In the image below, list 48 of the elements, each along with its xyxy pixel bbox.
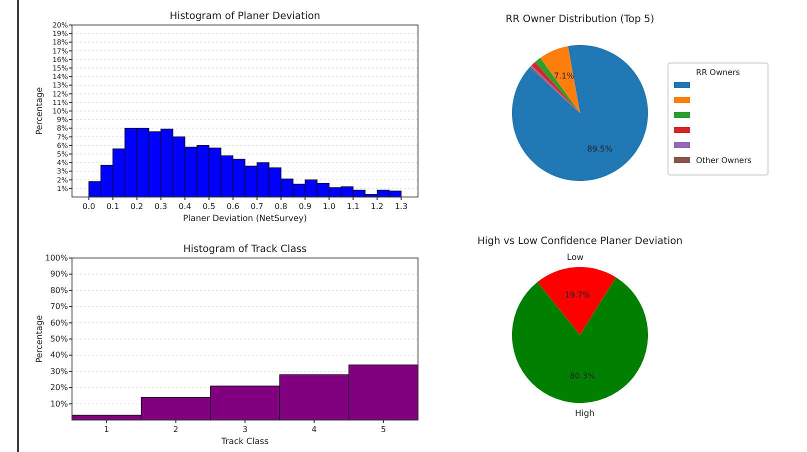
y-tick-label: 20% <box>50 383 68 392</box>
chart-title: RR Owner Distribution (Top 5) <box>506 14 654 25</box>
chart-title: High vs Low Confidence Planer Deviation <box>477 236 683 247</box>
x-axis-title: Planer Deviation (NetSurvey) <box>183 214 307 224</box>
y-tick-label: 90% <box>50 270 68 279</box>
x-tick-label: 0.6 <box>226 202 240 211</box>
y-axis-title: Percentage <box>35 315 45 363</box>
x-tick-label: 0.7 <box>250 202 264 211</box>
pie-slice <box>512 277 648 403</box>
data-label: 89.5% <box>587 144 613 154</box>
x-tick-label: 0.1 <box>106 202 120 211</box>
x-tick-label: 4 <box>312 425 317 434</box>
x-tick-label: 0.4 <box>178 202 192 211</box>
x-tick-label: 0.0 <box>82 202 96 211</box>
pie-slice <box>512 45 648 181</box>
y-tick-label: 10% <box>50 399 68 408</box>
y-tick-label: 100% <box>45 254 68 262</box>
x-tick-label: 1.2 <box>370 202 384 211</box>
chart-title: Histogram of Planer Deviation <box>170 11 320 22</box>
legend-label: Other Owners <box>696 156 752 165</box>
x-tick-label: 0.9 <box>298 202 312 211</box>
slice-label: Low <box>566 252 584 263</box>
x-tick-label: 0.8 <box>274 202 288 211</box>
y-tick-label: 50% <box>50 334 68 344</box>
x-tick-label: 2 <box>173 425 178 434</box>
y-tick-label: 60% <box>50 318 68 328</box>
chart-title: Histogram of Track Class <box>183 244 307 255</box>
x-tick-label: 5 <box>380 425 386 434</box>
x-tick-label: 0.5 <box>202 202 216 211</box>
slice-label: High <box>574 409 594 420</box>
x-axis-title: Track Class <box>220 437 270 447</box>
data-label: 80.3% <box>570 372 596 381</box>
x-tick-label: 3 <box>242 425 248 434</box>
x-tick-label: 0.2 <box>130 202 144 211</box>
data-label: 19.7% <box>564 290 591 300</box>
x-tick-label: 1.0 <box>322 202 336 211</box>
y-tick-label: 30% <box>50 366 68 376</box>
x-tick-label: 1.1 <box>346 202 360 211</box>
y-tick-label: 70% <box>50 302 68 312</box>
x-tick-label: 0.3 <box>154 202 168 211</box>
y-tick-label: 40% <box>50 350 68 360</box>
x-tick-label: 1.3 <box>394 202 408 211</box>
x-tick-label: 1 <box>104 425 110 434</box>
pie-slice <box>537 267 616 335</box>
y-axis-title: Percentage <box>35 87 45 135</box>
legend-title: RR Owners <box>696 68 740 77</box>
pie-slice <box>540 46 580 113</box>
y-tick-label: 80% <box>50 286 68 295</box>
